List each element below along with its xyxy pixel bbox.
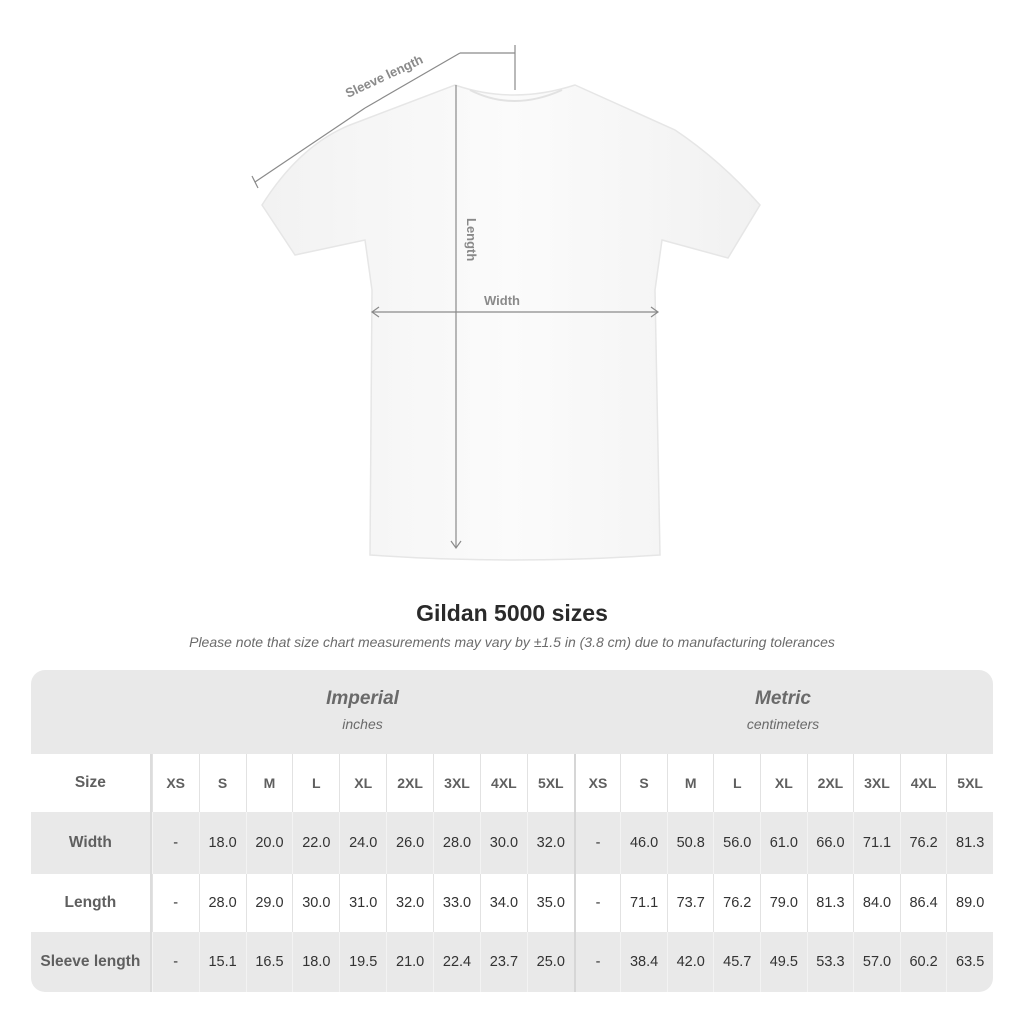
size-header-cell: XS <box>151 754 199 812</box>
table-row: Sleeve length -15.1 16.5 18.0 19.5 21.0 22.4 23… <box>31 932 993 992</box>
metric-value-cell: 86.4 <box>899 874 947 932</box>
imperial-value-cell: 16.5 <box>245 932 293 992</box>
chart-title: Gildan 5000 sizes <box>416 600 608 626</box>
imperial-title: Imperial <box>326 688 399 709</box>
metric-value-cell: 60.2 <box>899 932 947 992</box>
metric-value-cell: 45.7 <box>713 932 760 992</box>
width-label: Width <box>484 293 520 308</box>
size-header-cell: 5XL <box>526 754 574 812</box>
size-header-cell: XL <box>339 754 386 812</box>
imperial-value-cell: 32.0 <box>526 812 574 874</box>
row-label: Length <box>31 874 152 932</box>
sleeve-measure-line <box>254 107 366 183</box>
imperial-value-cell: 22.4 <box>433 932 480 992</box>
size-header-cell: 2XL <box>806 754 854 812</box>
metric-value-cell: 46.0 <box>620 812 667 874</box>
metric-value-cell: 79.0 <box>760 874 807 932</box>
size-header-cell: S <box>198 754 246 812</box>
metric-value-cell: 71.1 <box>620 874 667 932</box>
imperial-value-cell: 29.0 <box>245 874 293 932</box>
metric-value-cell: 81.3 <box>946 812 993 874</box>
size-header-cell: XS <box>573 754 621 812</box>
size-header-cell: L <box>292 754 339 812</box>
table-row: Length -28.0 29.0 30.0 31.0 32.0 33.0 34.0 35.0-… <box>31 874 993 932</box>
metric-value-cell: 71.1 <box>853 812 900 874</box>
imperial-value-cell: 30.0 <box>479 812 527 874</box>
metric-value-cell: 61.0 <box>760 812 807 874</box>
metric-value-cell: 50.8 <box>666 812 714 874</box>
size-header-cell: 3XL <box>853 754 900 812</box>
imperial-value-cell: 18.0 <box>198 812 246 874</box>
imperial-value-cell: 28.0 <box>433 812 480 874</box>
metric-value-cell: 53.3 <box>806 932 854 992</box>
metric-value-cell: 42.0 <box>666 932 714 992</box>
imperial-value-cell: 23.7 <box>479 932 527 992</box>
imperial-value-cell: 31.0 <box>339 874 386 932</box>
imperial-value-cell: 28.0 <box>198 874 246 932</box>
tshirt-shape <box>261 84 761 561</box>
size-header-row: Size XS S M L XL 2XL 3XL 4XL 5XL XS S M L XL 2XL 3XL 4XL 5… <box>31 754 993 812</box>
length-label: Length <box>464 218 479 261</box>
imperial-value-cell: 26.0 <box>386 812 433 874</box>
metric-value-cell: 73.7 <box>666 874 714 932</box>
metric-value-cell: 49.5 <box>760 932 807 992</box>
size-header-cell: 4XL <box>899 754 947 812</box>
imperial-unit: inches <box>342 716 383 732</box>
size-header-cell: M <box>666 754 714 812</box>
imperial-value-cell: 34.0 <box>479 874 527 932</box>
imperial-value-cell: 33.0 <box>433 874 480 932</box>
size-header-cell: XL <box>760 754 807 812</box>
row-label: Sleeve length <box>31 932 152 992</box>
sleeve-length-label: Sleeve length <box>343 52 425 101</box>
imperial-group: Imperial inches <box>152 670 573 754</box>
metric-value-cell: 76.2 <box>713 874 760 932</box>
table-row: Width -18.0 20.0 22.0 24.0 26.0 28.0 30.0 32.0-4… <box>31 812 993 874</box>
imperial-value-cell: 30.0 <box>292 874 339 932</box>
imperial-value-cell: 15.1 <box>198 932 246 992</box>
tshirt-diagram: Sleeve length Length Width <box>251 45 761 561</box>
metric-value-cell: 84.0 <box>853 874 900 932</box>
metric-title: Metric <box>755 688 811 709</box>
imperial-value-cell: 35.0 <box>526 874 574 932</box>
metric-value-cell: 89.0 <box>946 874 993 932</box>
size-chart-table: Imperial inches Metric centimeters Size X… <box>31 670 993 992</box>
imperial-value-cell: 19.5 <box>339 932 386 992</box>
size-header-cell: 5XL <box>946 754 993 812</box>
imperial-value-cell: 18.0 <box>292 932 339 992</box>
metric-value-cell: - <box>573 874 621 932</box>
imperial-value-cell: 21.0 <box>386 932 433 992</box>
size-header-cell: S <box>620 754 667 812</box>
metric-value-cell: 66.0 <box>806 812 854 874</box>
metric-value-cell: - <box>573 812 621 874</box>
size-header-cell: 2XL <box>386 754 433 812</box>
size-header-cell: M <box>245 754 293 812</box>
imperial-value-cell: 25.0 <box>526 932 574 992</box>
imperial-value-cell: 20.0 <box>245 812 293 874</box>
metric-value-cell: 81.3 <box>806 874 854 932</box>
metric-value-cell: 76.2 <box>899 812 947 874</box>
imperial-value-cell: - <box>151 874 199 932</box>
metric-unit: centimeters <box>746 716 820 732</box>
size-header-cell: 3XL <box>433 754 480 812</box>
imperial-value-cell: - <box>151 932 199 992</box>
metric-group: Metric centimeters <box>573 670 993 754</box>
imperial-value-cell: - <box>151 812 199 874</box>
metric-value-cell: 56.0 <box>713 812 760 874</box>
size-header-cell: 4XL <box>479 754 527 812</box>
table-header <box>31 670 993 754</box>
metric-value-cell: - <box>573 932 621 992</box>
row-label: Width <box>31 812 152 874</box>
imperial-value-cell: 32.0 <box>386 874 433 932</box>
tolerance-note: Please note that size chart measurements… <box>189 634 835 650</box>
imperial-value-cell: 24.0 <box>339 812 386 874</box>
metric-value-cell: 57.0 <box>853 932 900 992</box>
size-header-cell: L <box>713 754 760 812</box>
imperial-value-cell: 22.0 <box>292 812 339 874</box>
metric-value-cell: 63.5 <box>946 932 993 992</box>
row-label: Size <box>31 754 152 812</box>
metric-value-cell: 38.4 <box>620 932 667 992</box>
